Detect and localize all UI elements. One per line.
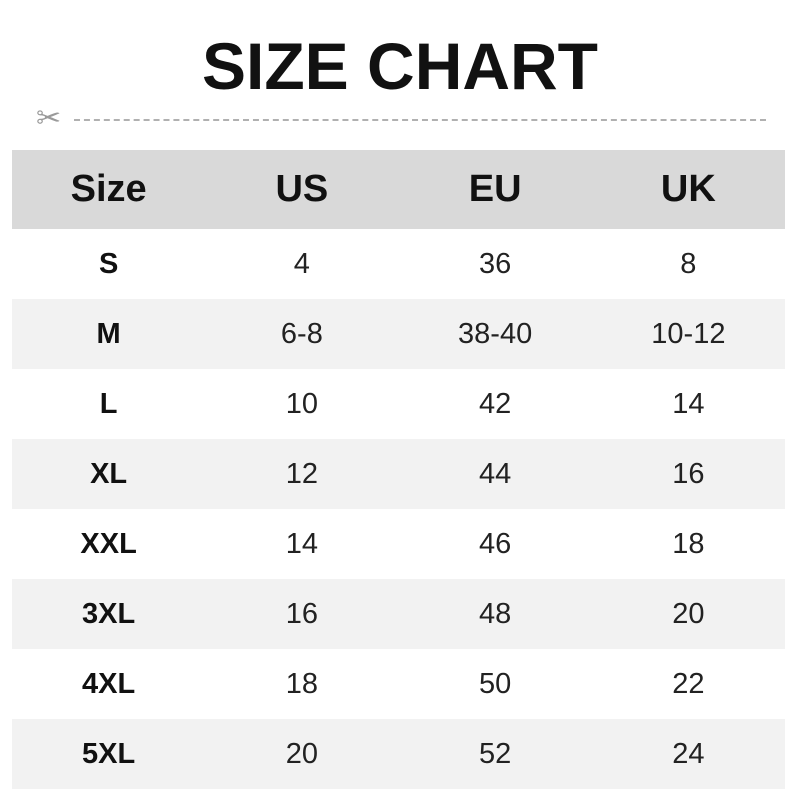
- table-cell: 22: [672, 667, 705, 700]
- column-header-us: US: [205, 150, 399, 229]
- table-cell: 8: [680, 247, 697, 280]
- table-row: XXL 14 46 18: [12, 509, 785, 579]
- size-label-cell: S: [98, 247, 119, 280]
- table-cell: 4: [293, 247, 310, 280]
- size-table: Size US EU UK S 4 36 8 M 6-8 38-40 10-12 L 10 42 14 XL 1…: [12, 150, 785, 789]
- table-row: 3XL 16 48 20: [12, 579, 785, 649]
- table-cell: 18: [672, 527, 705, 560]
- table-cell: 20: [205, 719, 399, 789]
- table-cell: 20: [591, 579, 785, 649]
- table-cell: 48: [398, 579, 592, 649]
- table-cell: 18: [285, 667, 318, 700]
- table-cell: 6-8: [205, 299, 399, 369]
- size-label-cell: 5XL: [12, 719, 206, 789]
- table-cell: 38-40: [398, 299, 592, 369]
- table-cell: 50: [478, 667, 512, 700]
- table-cell: 42: [478, 387, 512, 420]
- table-row: XL 12 44 16: [12, 439, 785, 509]
- size-label-cell: XXL: [80, 527, 137, 560]
- table-row: S 4 36 8: [12, 229, 785, 299]
- table-cell: 46: [478, 527, 512, 560]
- table-row: 4XL 18 50 22: [12, 649, 785, 719]
- column-header-uk: UK: [591, 150, 785, 229]
- cut-line: ✂: [36, 104, 766, 134]
- table-cell: 10-12: [591, 299, 785, 369]
- table-header-row: Size US EU UK: [12, 150, 785, 229]
- size-label-cell: 4XL: [82, 667, 136, 700]
- table-cell: 24: [591, 719, 785, 789]
- table-cell: 44: [398, 439, 592, 509]
- size-label-cell: 3XL: [12, 579, 206, 649]
- table-cell: 12: [205, 439, 399, 509]
- column-header-size: Size: [12, 150, 206, 229]
- dashed-divider: [74, 119, 766, 121]
- size-label-cell: XL: [12, 439, 206, 509]
- size-label-cell: L: [99, 387, 118, 420]
- table-cell: 16: [205, 579, 399, 649]
- table-row: 5XL 20 52 24: [12, 719, 785, 789]
- table-row: M 6-8 38-40 10-12: [12, 299, 785, 369]
- table-cell: 10: [285, 387, 318, 420]
- table-cell: 52: [398, 719, 592, 789]
- table-cell: 16: [591, 439, 785, 509]
- table-cell: 14: [285, 527, 318, 560]
- page-title: SIZE CHART: [202, 29, 598, 103]
- column-header-eu: EU: [398, 150, 592, 229]
- size-label-cell: M: [12, 299, 206, 369]
- scissors-icon: ✂: [36, 102, 62, 135]
- table-row: L 10 42 14: [12, 369, 785, 439]
- table-cell: 14: [672, 387, 705, 420]
- table-cell: 36: [478, 247, 512, 280]
